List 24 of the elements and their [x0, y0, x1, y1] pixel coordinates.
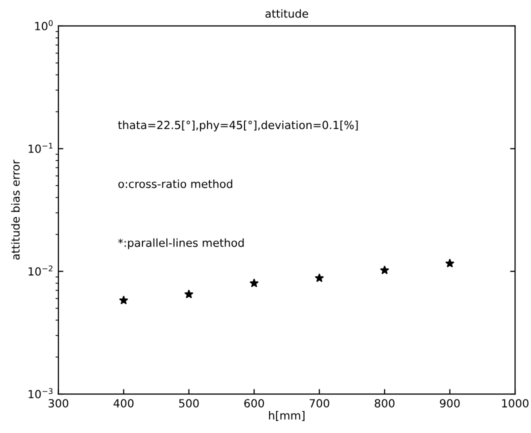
point — [184, 290, 194, 298]
y-tick-label: 10$^{−3}$ — [28, 388, 53, 398]
x-tick-label: 1000 — [502, 399, 528, 408]
annotation: thata=22.5[°],phy=45[°],deviation=0.1[%] — [118, 120, 358, 132]
point — [119, 296, 128, 304]
x-tick-label: 400 — [114, 399, 134, 408]
chart-title: attitude — [265, 9, 308, 18]
x-tick-label: 600 — [244, 399, 264, 408]
x-tick-label: 900 — [440, 399, 460, 408]
point — [315, 274, 324, 282]
point — [250, 278, 258, 288]
x-tick-label: 500 — [179, 399, 199, 408]
annotation: *:parallel-lines method — [118, 238, 244, 250]
x-axis-title: h[mm] — [269, 411, 304, 421]
point — [446, 258, 454, 268]
y-tick-label: 10$^{−1}$ — [28, 142, 52, 153]
y-tick-label: 10$^{0}$ — [35, 20, 53, 30]
point — [380, 266, 389, 274]
x-tick-label: 300 — [48, 399, 68, 408]
y-tick-label: 10$^{−2}$ — [28, 265, 52, 276]
y-axis-title: attitude bias error — [11, 160, 20, 260]
annotation: o:cross-ratio method — [118, 179, 232, 188]
x-tick-label: 700 — [310, 399, 330, 408]
x-tick-label: 800 — [374, 399, 394, 408]
